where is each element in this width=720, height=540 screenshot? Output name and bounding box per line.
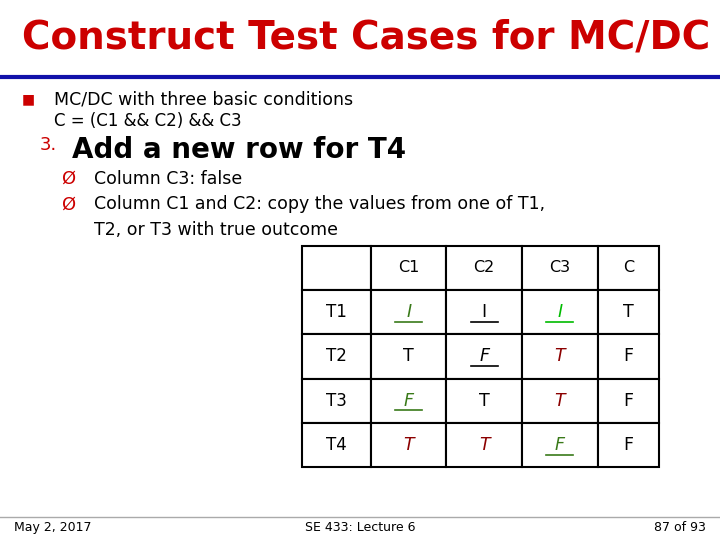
Bar [446, 423, 522, 467]
Text: T: T [403, 347, 414, 366]
Bar [598, 379, 659, 423]
Text: C = (C1 && C2) && C3: C = (C1 && C2) && C3 [54, 112, 242, 130]
Bar [371, 290, 446, 334]
Bar [598, 423, 659, 467]
Text: T2, or T3 with true outcome: T2, or T3 with true outcome [94, 221, 338, 239]
Text: T: T [403, 436, 414, 454]
Text: F: F [555, 436, 564, 454]
Bar [446, 246, 522, 290]
Bar [302, 290, 371, 334]
Bar [598, 290, 659, 334]
Text: T: T [479, 436, 490, 454]
Text: MC/DC with three basic conditions: MC/DC with three basic conditions [54, 91, 353, 109]
Text: T: T [554, 347, 565, 366]
Text: Construct Test Cases for MC/DC: Construct Test Cases for MC/DC [22, 19, 710, 57]
Text: SE 433: Lecture 6: SE 433: Lecture 6 [305, 521, 415, 534]
Text: F: F [624, 347, 633, 366]
Text: ■: ■ [22, 92, 35, 106]
Text: Ø: Ø [61, 170, 76, 188]
Text: T: T [623, 303, 634, 321]
Text: F: F [624, 436, 633, 454]
Text: 87 of 93: 87 of 93 [654, 521, 706, 534]
Bar [446, 379, 522, 423]
Bar [522, 246, 598, 290]
Text: 3.: 3. [40, 136, 57, 154]
Text: T: T [554, 392, 565, 410]
Bar [522, 334, 598, 379]
Text: F: F [624, 392, 633, 410]
Text: Ø: Ø [61, 195, 76, 213]
Bar [522, 290, 598, 334]
Text: C2: C2 [474, 260, 495, 275]
Bar [371, 246, 446, 290]
Text: May 2, 2017: May 2, 2017 [14, 521, 92, 534]
Text: F: F [404, 392, 413, 410]
Bar [371, 334, 446, 379]
Text: T3: T3 [326, 392, 347, 410]
Text: Column C3: false: Column C3: false [94, 170, 242, 188]
Text: T: T [479, 392, 490, 410]
Text: I: I [482, 303, 487, 321]
Text: Add a new row for T4: Add a new row for T4 [72, 136, 406, 164]
Text: F: F [480, 347, 489, 366]
Bar [302, 334, 371, 379]
Bar [446, 334, 522, 379]
Bar [302, 379, 371, 423]
Text: C3: C3 [549, 260, 570, 275]
Bar [522, 423, 598, 467]
Text: I: I [557, 303, 562, 321]
Text: T4: T4 [326, 436, 347, 454]
Text: C: C [623, 260, 634, 275]
Bar [371, 379, 446, 423]
Bar [302, 246, 371, 290]
Bar [371, 423, 446, 467]
Bar [522, 379, 598, 423]
Bar [446, 290, 522, 334]
Text: I: I [406, 303, 411, 321]
Text: C1: C1 [398, 260, 419, 275]
Bar [598, 246, 659, 290]
Text: Column C1 and C2: copy the values from one of T1,: Column C1 and C2: copy the values from o… [94, 195, 545, 213]
Bar [598, 334, 659, 379]
Text: T2: T2 [326, 347, 347, 366]
Bar [302, 423, 371, 467]
Text: T1: T1 [326, 303, 347, 321]
